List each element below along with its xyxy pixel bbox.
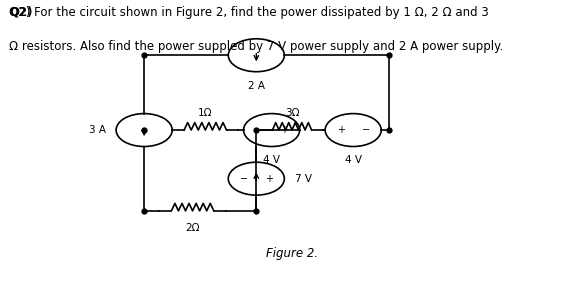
Text: 3Ω: 3Ω (285, 108, 299, 118)
Text: 7 V: 7 V (295, 174, 312, 184)
Text: Ω resistors. Also find the power suppled by 7 V power supply and 2 A power suppl: Ω resistors. Also find the power suppled… (9, 40, 503, 53)
Text: Q2): Q2) (9, 6, 33, 19)
Text: 4 V: 4 V (263, 156, 280, 165)
Text: +: + (280, 125, 288, 135)
Text: +: + (336, 125, 344, 135)
Text: 1Ω: 1Ω (198, 108, 212, 118)
Text: −: − (362, 125, 370, 135)
Text: 2 A: 2 A (248, 81, 265, 91)
Text: 2Ω: 2Ω (186, 223, 200, 233)
Text: Q2) For the circuit shown in Figure 2, find the power dissipated by 1 Ω, 2 Ω and: Q2) For the circuit shown in Figure 2, f… (9, 6, 489, 19)
Text: −: − (255, 125, 263, 135)
Text: −: − (240, 174, 248, 184)
Text: 4 V: 4 V (345, 156, 361, 165)
Text: 3 A: 3 A (89, 125, 106, 135)
Text: +: + (265, 174, 273, 184)
Text: Figure 2.: Figure 2. (266, 247, 318, 260)
